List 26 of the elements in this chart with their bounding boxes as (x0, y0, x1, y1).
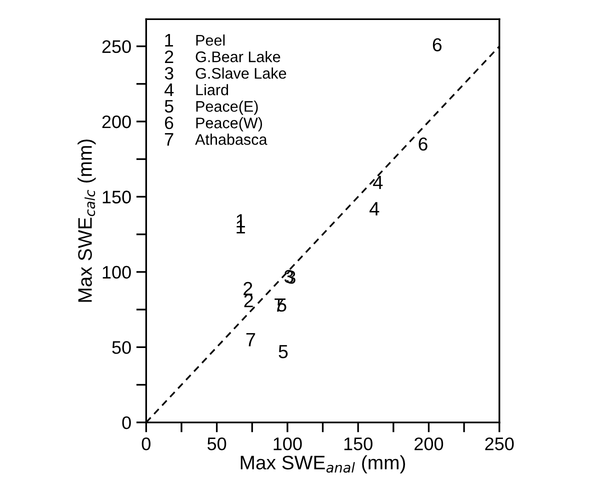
point (246, 333, 256, 346)
y-tick-label: 150 (102, 190, 131, 204)
legend-label: G.Bear Lake (196, 51, 280, 62)
y-tick-label: 100 (102, 266, 131, 279)
y-axis-title: Max SWE$_{calc}$ (mm) (78, 140, 96, 302)
point (432, 38, 442, 52)
legend-label: G.Slave Lake (196, 68, 286, 79)
x-tick-label: 250 (485, 437, 514, 450)
x-tick-label: 50 (207, 437, 226, 450)
x-tick-label: 150 (344, 437, 372, 450)
legend-label: Peace(E) (196, 100, 258, 115)
x-tick-label: 100 (274, 437, 302, 450)
legend-label: Liard (196, 84, 228, 96)
y-tick-label: 50 (112, 341, 131, 354)
legend-label: Athabasca (195, 134, 268, 145)
x-tick-label: 200 (414, 437, 444, 450)
x-tick-label: 0 (142, 437, 150, 450)
point (278, 345, 288, 358)
y-tick-label: 0 (122, 416, 131, 430)
legend-label: Peel (196, 34, 225, 46)
y-tick-label: 250 (102, 40, 131, 53)
legend-label: Peace(W) (196, 117, 262, 132)
point (373, 176, 383, 190)
y-tick-label: 200 (102, 115, 131, 128)
point (370, 202, 380, 216)
x-axis-title: Max SWE$_{anal}$ (mm) (240, 455, 406, 474)
